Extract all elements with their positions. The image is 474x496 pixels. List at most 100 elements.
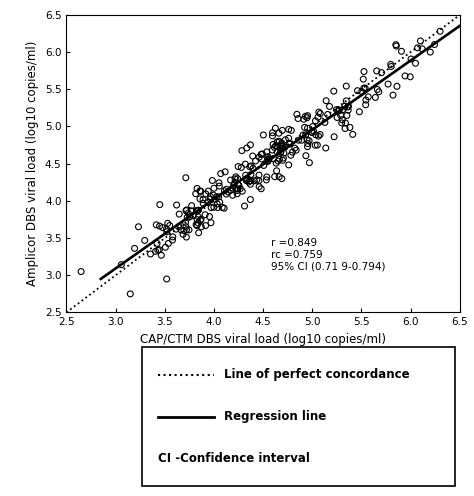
Point xyxy=(249,152,256,160)
Point xyxy=(237,185,244,192)
Point xyxy=(246,141,254,149)
Point xyxy=(255,183,263,190)
Point xyxy=(291,144,299,152)
Point xyxy=(275,173,283,181)
Point xyxy=(279,156,286,164)
Point xyxy=(152,248,159,255)
Point xyxy=(312,131,319,139)
Point xyxy=(314,113,322,121)
Point xyxy=(155,246,163,253)
Point xyxy=(198,223,205,231)
Point xyxy=(210,185,218,192)
Point xyxy=(324,111,331,119)
Point xyxy=(304,139,311,147)
Point xyxy=(263,176,270,184)
Point xyxy=(414,44,421,52)
Point xyxy=(273,142,281,150)
Point xyxy=(406,73,414,81)
Point xyxy=(264,157,272,165)
Point xyxy=(227,176,234,184)
Point xyxy=(257,150,265,158)
Point xyxy=(127,290,134,298)
Point xyxy=(207,219,215,227)
Text: Line of perfect concordance: Line of perfect concordance xyxy=(224,369,409,381)
Point xyxy=(308,128,316,136)
Point xyxy=(247,177,255,185)
Point xyxy=(273,148,281,156)
Point xyxy=(164,219,172,227)
Point xyxy=(247,171,255,179)
Point xyxy=(393,82,401,90)
Point xyxy=(349,130,356,138)
Point xyxy=(207,192,214,200)
Point xyxy=(310,127,317,135)
Point xyxy=(177,226,185,234)
Point xyxy=(280,154,287,162)
Point xyxy=(169,236,176,244)
Point xyxy=(183,206,191,214)
Point xyxy=(213,200,221,208)
Point xyxy=(258,155,265,163)
Point xyxy=(362,96,370,104)
Point xyxy=(276,144,284,152)
Point xyxy=(287,151,295,159)
Point xyxy=(255,171,263,179)
Point xyxy=(232,185,240,193)
Point xyxy=(245,178,253,186)
Point xyxy=(228,184,236,192)
Point xyxy=(274,157,282,165)
Point xyxy=(224,188,232,196)
Point xyxy=(375,88,383,96)
Point xyxy=(359,75,367,83)
Point xyxy=(234,185,242,193)
Point xyxy=(243,176,251,184)
Point xyxy=(188,202,195,210)
Point xyxy=(269,146,276,154)
Point xyxy=(392,41,400,49)
Point xyxy=(358,87,365,95)
Point xyxy=(182,218,189,226)
Point xyxy=(193,216,201,224)
Point xyxy=(322,97,330,105)
Point xyxy=(316,130,324,138)
Point xyxy=(195,229,202,237)
Point xyxy=(298,136,305,144)
Point xyxy=(321,119,328,126)
Point xyxy=(341,124,349,132)
Point xyxy=(431,41,438,49)
Point xyxy=(156,222,164,230)
Point xyxy=(335,107,343,115)
Point xyxy=(153,221,160,229)
Point xyxy=(343,97,350,105)
Point xyxy=(335,106,342,114)
Point xyxy=(193,207,201,215)
Point xyxy=(238,147,246,155)
Point xyxy=(175,210,183,218)
Point xyxy=(279,126,286,134)
Point xyxy=(207,195,214,203)
Point xyxy=(275,155,283,163)
Point xyxy=(343,112,351,120)
Point xyxy=(365,93,372,101)
Point xyxy=(305,137,313,145)
Point xyxy=(264,153,272,161)
Point xyxy=(194,219,202,227)
Y-axis label: Amplicor DBS viral load (log10 copies/ml): Amplicor DBS viral load (log10 copies/ml… xyxy=(27,41,39,286)
Point xyxy=(201,211,209,219)
Point xyxy=(335,107,343,115)
Text: r =0.849
rc =0.759
95% CI (0.71 9-0.794): r =0.849 rc =0.759 95% CI (0.71 9-0.794) xyxy=(271,239,385,272)
Point xyxy=(199,195,207,203)
Point xyxy=(263,148,271,156)
Point xyxy=(192,221,200,229)
Point xyxy=(278,175,286,183)
Point xyxy=(204,198,211,206)
Point xyxy=(384,80,392,88)
Point xyxy=(185,226,193,234)
Point xyxy=(322,144,329,152)
Point xyxy=(242,160,249,168)
Point xyxy=(285,134,292,142)
Point xyxy=(200,199,207,207)
Point xyxy=(195,206,202,214)
Point xyxy=(300,115,308,123)
Point xyxy=(278,141,285,149)
